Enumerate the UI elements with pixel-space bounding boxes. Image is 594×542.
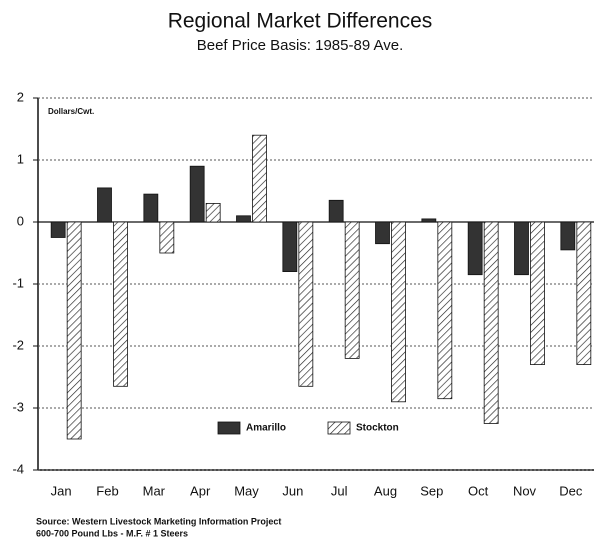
legend-swatch xyxy=(327,421,351,435)
source: 600-700 Pound Lbs - M.F. # 1 Steers xyxy=(36,528,188,538)
legend-swatch xyxy=(217,421,241,435)
y-tick-label: -1 xyxy=(12,275,24,290)
x-tick-label: May xyxy=(234,483,259,498)
bar xyxy=(421,218,437,223)
bar xyxy=(66,221,82,440)
bar xyxy=(344,221,360,359)
bar xyxy=(576,221,592,366)
bar xyxy=(298,221,314,387)
bar xyxy=(113,221,128,387)
legend-label: Stockton xyxy=(356,423,399,434)
bar xyxy=(205,202,221,223)
bar xyxy=(50,221,66,238)
bar xyxy=(437,221,453,400)
bar xyxy=(236,215,251,223)
bar xyxy=(530,221,545,366)
source: Source: Western Livestock Marketing Info… xyxy=(36,516,281,526)
chart-title: Regional Market Differences xyxy=(168,10,433,33)
y-tick-label: 1 xyxy=(17,151,24,166)
x-tick-label: Nov xyxy=(513,483,537,498)
legend-label: Amarillo xyxy=(246,423,286,434)
x-tick-label: Jun xyxy=(282,483,303,498)
y-unit: Dollars/Cwt. xyxy=(48,107,94,116)
bar xyxy=(328,199,344,223)
x-tick-label: Jul xyxy=(331,483,348,498)
bar xyxy=(97,187,112,223)
x-tick-label: Feb xyxy=(96,483,118,498)
bar xyxy=(391,221,406,403)
x-tick-label: Apr xyxy=(190,483,211,498)
bar xyxy=(159,221,175,254)
bar xyxy=(483,221,499,424)
y-tick-label: -2 xyxy=(12,337,24,352)
bar xyxy=(252,134,267,223)
bar xyxy=(560,221,576,251)
y-tick-label: -3 xyxy=(12,399,24,414)
x-tick-label: Sep xyxy=(420,483,443,498)
y-tick-label: 0 xyxy=(17,213,24,228)
x-tick-label: Aug xyxy=(374,483,397,498)
bar xyxy=(375,221,390,245)
bar xyxy=(143,193,159,223)
y-tick-label: -4 xyxy=(12,461,24,476)
x-tick-label: Oct xyxy=(468,483,489,498)
bar xyxy=(282,221,298,272)
y-tick-label: 2 xyxy=(17,89,24,104)
x-tick-label: Mar xyxy=(143,483,166,498)
x-tick-label: Jan xyxy=(51,483,72,498)
x-tick-label: Dec xyxy=(559,483,583,498)
bar xyxy=(514,221,529,276)
chart-subtitle: Beef Price Basis: 1985-89 Ave. xyxy=(197,37,404,54)
bar xyxy=(467,221,483,276)
bar xyxy=(189,165,205,223)
